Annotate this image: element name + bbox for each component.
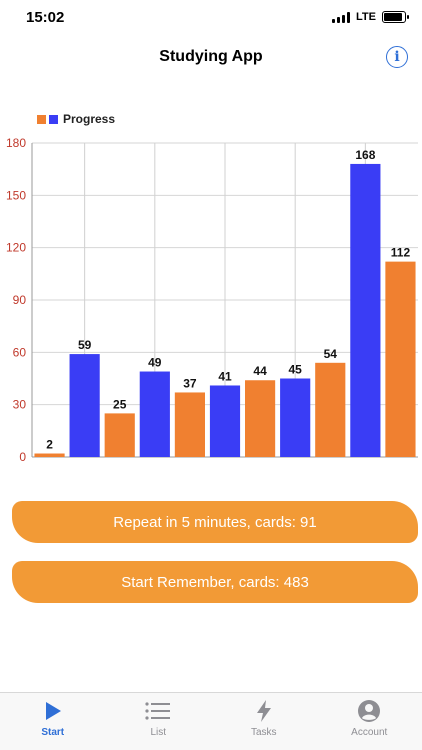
bar <box>315 362 346 457</box>
bar <box>139 371 170 457</box>
y-tick-label: 30 <box>13 398 27 412</box>
y-tick-label: 0 <box>19 450 26 464</box>
page-title: Studying App <box>159 48 263 65</box>
data-label: 41 <box>218 369 232 383</box>
data-label: 168 <box>355 148 375 162</box>
signal-icon <box>332 11 351 23</box>
bar <box>245 380 276 457</box>
tab-account[interactable]: Account <box>317 693 422 750</box>
progress-chart: Progress 0 30 60 90 120 150 180 2 59 25 49 37 41 44 45 5… <box>6 112 418 464</box>
bar <box>69 354 100 457</box>
y-tick-label: 60 <box>13 345 27 359</box>
repeat-button[interactable]: Repeat in 5 minutes, cards: 91 <box>12 501 418 543</box>
bar <box>385 261 416 457</box>
data-label: 45 <box>289 363 303 377</box>
tab-label: Tasks <box>250 727 277 738</box>
legend-swatch <box>37 115 46 124</box>
y-tick-label: 90 <box>13 293 27 307</box>
tab-label: List <box>150 727 167 738</box>
bar <box>209 385 241 457</box>
account-icon <box>357 699 381 723</box>
battery-level <box>384 13 402 21</box>
data-label: 54 <box>324 347 338 361</box>
tab-start[interactable]: Start <box>0 693 106 750</box>
status-time: 15:02 <box>26 9 65 26</box>
battery-icon <box>382 11 409 23</box>
info-icon[interactable]: i <box>386 46 408 68</box>
bar <box>280 378 311 457</box>
start-remember-button[interactable]: Start Remember, cards: 483 <box>12 561 418 603</box>
bolt-icon <box>255 699 273 723</box>
tab-label: Account <box>351 727 388 738</box>
data-label: 25 <box>113 397 127 411</box>
tab-bar: Start List Tasks Account <box>0 692 422 750</box>
tab-tasks[interactable]: Tasks <box>211 693 317 750</box>
nav-bar: Studying App i <box>0 36 422 80</box>
status-bar: 15:02 LTE <box>0 0 422 36</box>
y-tick-label: 120 <box>6 241 26 255</box>
bar <box>174 392 205 457</box>
status-indicators: LTE <box>332 11 409 23</box>
legend-label: Progress <box>63 112 115 126</box>
data-label: 112 <box>391 246 411 260</box>
data-label: 44 <box>253 364 267 378</box>
y-tick-label: 150 <box>6 188 26 202</box>
bar <box>34 453 65 457</box>
bar <box>350 163 381 457</box>
play-icon <box>42 699 64 723</box>
data-label: 2 <box>46 438 53 452</box>
tab-label: Start <box>41 727 65 738</box>
bar <box>104 413 135 457</box>
data-label: 37 <box>183 376 197 390</box>
network-label: LTE <box>356 11 376 23</box>
data-label: 59 <box>78 338 92 352</box>
tab-list[interactable]: List <box>106 693 212 750</box>
data-label: 49 <box>148 356 162 370</box>
y-tick-label: 180 <box>6 136 26 150</box>
legend-swatch <box>49 115 58 124</box>
list-icon <box>145 699 171 723</box>
